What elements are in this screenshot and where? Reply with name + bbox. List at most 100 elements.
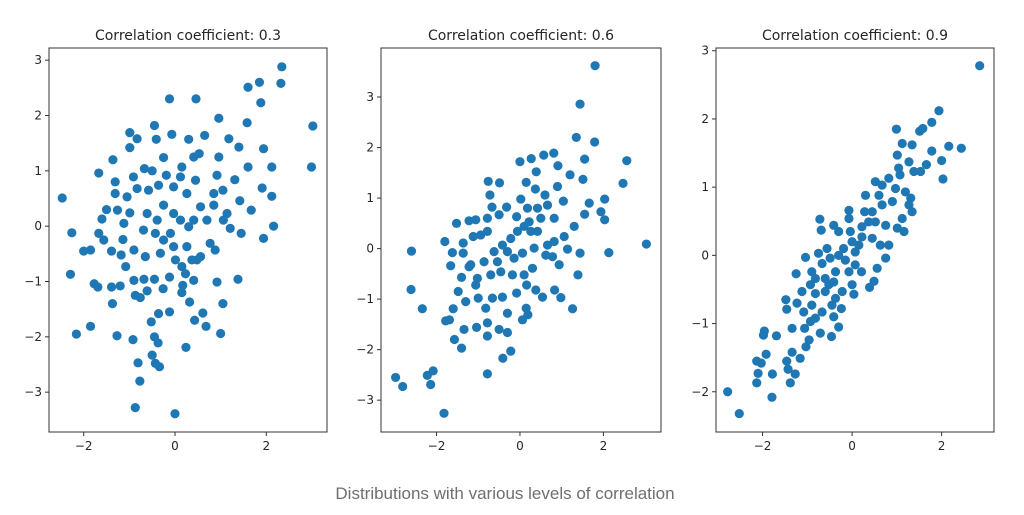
data-point [116,250,126,260]
data-point [471,280,481,290]
data-point [892,150,902,160]
data-point [210,245,220,255]
data-point [937,155,947,166]
data-point [130,403,140,413]
data-point [202,215,212,225]
data-point [235,196,245,206]
y-tick-label: −3 [24,385,42,399]
data-point [222,208,232,219]
data-point [837,286,847,297]
data-point [817,307,827,317]
data-point [108,155,118,165]
plot-title: Correlation coefficient: 0.3 [95,28,281,44]
data-point [212,170,222,180]
data-point [753,368,763,378]
data-point [487,202,497,212]
data-point [125,142,135,153]
data-point [258,144,269,154]
data-point [267,191,277,201]
data-point [276,78,286,89]
data-point [573,270,583,280]
data-point [944,141,954,151]
data-point [161,170,171,180]
data-point [881,220,891,230]
data-point [129,275,139,285]
data-point [502,202,512,212]
data-point [580,209,590,219]
data-point [494,210,504,220]
y-tick-label: −1 [24,274,42,288]
data-point [170,409,180,419]
data-point [112,205,123,215]
data-point [938,174,948,184]
data-point [149,274,160,284]
data-point [569,221,579,231]
data-point [121,261,131,272]
x-tick-label: −2 [754,439,772,453]
data-point [496,267,506,277]
x-tick-label: −2 [428,439,446,453]
data-point [130,290,140,300]
data-point [783,364,793,374]
data-point [807,300,817,310]
data-point [94,168,104,178]
data-point [884,240,894,250]
data-point [417,304,427,314]
data-point [622,156,632,166]
data-point [230,175,240,185]
data-point [604,248,614,258]
data-point [874,190,884,200]
data-point [71,329,81,339]
data-point [723,387,733,397]
data-point [502,308,513,318]
scatter-plot-2: Correlation coefficient: 0.6 −2 0 2 −3 −2 −1 0 1… [356,28,662,453]
data-point [135,376,145,386]
y-tick-label: 2 [701,112,709,126]
data-point [771,331,782,341]
data-point [907,140,917,150]
x-tick-label: −2 [75,439,93,453]
data-point [502,327,513,338]
data-point [482,213,493,223]
data-point [877,200,887,210]
data-point [189,215,199,225]
data-point [530,184,540,194]
data-point [790,369,800,379]
data-point [494,178,505,188]
data-point [834,250,844,260]
data-point [164,94,175,104]
data-point [844,213,854,224]
data-point [187,255,197,265]
data-point [308,121,318,131]
y-tick-label: 1 [34,164,42,178]
data-point [119,218,129,229]
data-point [479,257,489,267]
data-point [556,293,566,303]
data-point [189,275,199,285]
data-point [483,176,493,186]
data-point [195,202,206,212]
data-point [785,378,795,388]
data-point [149,120,160,131]
data-point [507,270,518,280]
data-point [189,152,199,162]
data-point [178,280,188,290]
data-point [536,213,546,223]
data-point [446,261,456,271]
data-point [827,300,837,310]
x-tick-label: 0 [171,439,179,453]
data-point [641,239,651,249]
data-point [849,289,859,299]
data-point [139,274,149,284]
data-point [158,152,169,163]
data-point [927,117,937,127]
data-point [834,226,844,237]
data-point [578,174,588,184]
data-point [767,392,777,402]
data-point [184,297,195,307]
data-point [512,212,522,222]
data-point [494,324,504,335]
data-point [856,267,867,277]
data-point [181,342,191,352]
data-point [406,246,417,256]
